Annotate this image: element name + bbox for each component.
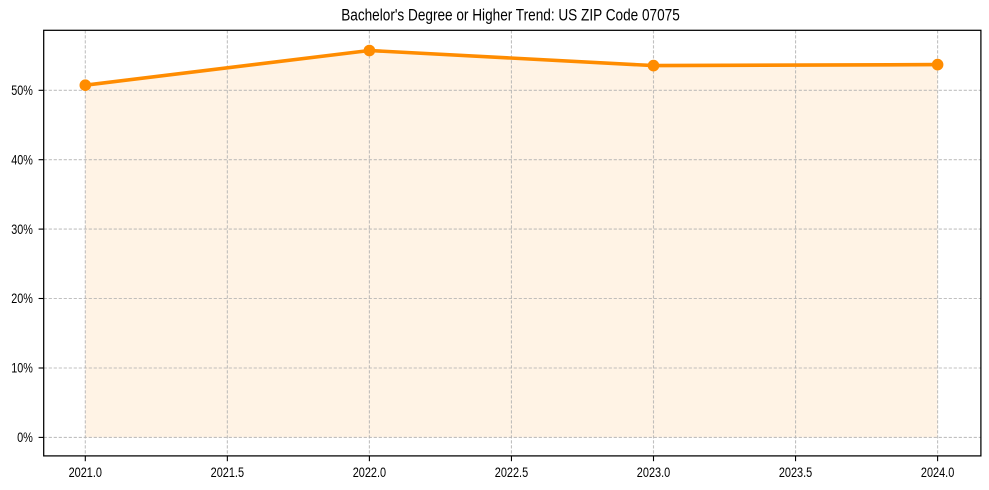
svg-text:2023.5: 2023.5 [779,464,813,480]
svg-text:2022.0: 2022.0 [353,464,387,480]
svg-text:2022.5: 2022.5 [495,464,529,480]
svg-text:20%: 20% [11,290,33,306]
svg-text:2021.0: 2021.0 [69,464,103,480]
svg-text:0%: 0% [17,429,33,445]
svg-text:50%: 50% [11,82,33,98]
svg-text:10%: 10% [11,360,33,376]
svg-text:Bachelor's Degree or Higher Tr: Bachelor's Degree or Higher Trend: US ZI… [341,6,680,25]
svg-text:30%: 30% [11,221,33,237]
svg-text:2021.5: 2021.5 [211,464,245,480]
svg-text:40%: 40% [11,151,33,167]
svg-text:2023.0: 2023.0 [637,464,671,480]
svg-text:2024.0: 2024.0 [921,464,955,480]
